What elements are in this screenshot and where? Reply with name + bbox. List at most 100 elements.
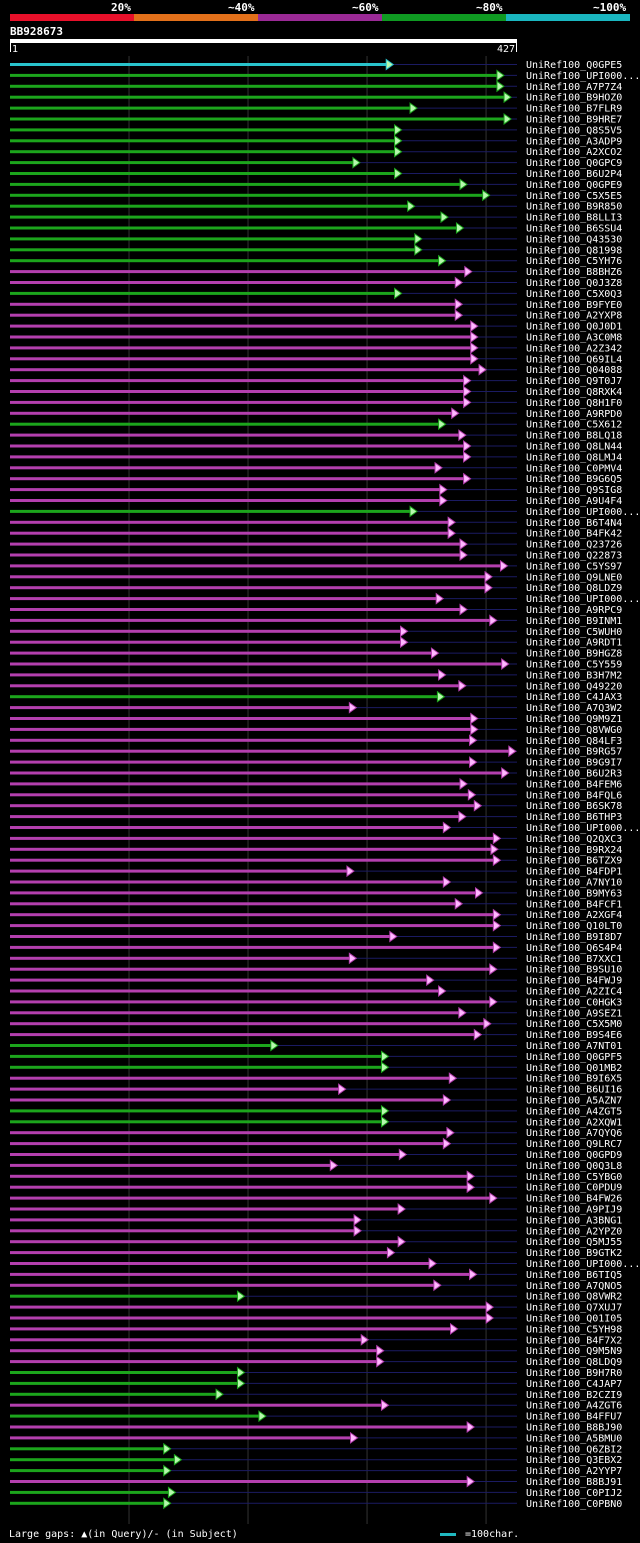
hit-arrow-head (173, 1453, 183, 1466)
hit-label: UniRef100_A5BMU0 (526, 1433, 622, 1444)
hit-label: UniRef100_Q81998 (526, 245, 622, 256)
hit-label: UniRef100_A7QYQ6 (526, 1128, 622, 1139)
hit-arrow-head (492, 919, 502, 932)
hit-label: UniRef100_B6T4N4 (526, 518, 622, 529)
hit-bar (10, 1131, 448, 1135)
hit-label: UniRef100_Q2QXC3 (526, 834, 622, 845)
hit-bar (10, 117, 506, 121)
hit-bar (10, 826, 445, 829)
hit-bar (10, 935, 391, 938)
hit-arrow-head (483, 1017, 492, 1030)
hit-bar (10, 509, 412, 513)
hit-label: UniRef100_B4FK42 (526, 529, 622, 540)
hit-arrow-head (380, 1115, 390, 1128)
hit-arrow-head (338, 1083, 347, 1096)
hit-label: UniRef100_A7NT01 (526, 1041, 622, 1052)
hit-bar (10, 749, 510, 753)
hit-label: UniRef100_Q01MB2 (526, 1063, 622, 1074)
hit-bar (10, 1272, 471, 1276)
hit-label: UniRef100_Q0GPC9 (526, 158, 622, 169)
hit-bar (10, 357, 472, 361)
hit-arrow-head (469, 756, 478, 769)
hit-bar (10, 1185, 469, 1189)
hit-bar (10, 891, 477, 895)
hit-bar (10, 1414, 260, 1418)
hit-bar (10, 1469, 165, 1473)
hit-label: UniRef100_Q3EBX2 (526, 1455, 622, 1466)
hit-bar (10, 368, 481, 372)
hit-bar (10, 793, 470, 797)
hit-arrow-head (407, 200, 416, 213)
hit-label: UniRef100_B8BHZ6 (526, 267, 622, 278)
hit-arrow-head (489, 1192, 498, 1205)
hit-arrow-head (398, 1148, 408, 1161)
hit-label: UniRef100_Q8S5V5 (526, 125, 622, 136)
hit-label: UniRef100_Q01I05 (526, 1314, 622, 1325)
hit-arrow-head (353, 1224, 362, 1237)
hit-bar (10, 1490, 170, 1494)
hit-label: UniRef100_B8BJ90 (526, 1423, 622, 1434)
hit-bar (10, 1371, 239, 1374)
ruler-end-label: 427 (497, 44, 515, 55)
hit-arrow-head (454, 276, 464, 289)
hit-bar (10, 629, 402, 633)
hit-bar (10, 1349, 378, 1353)
hit-arrow-head (463, 385, 472, 398)
hit-label: UniRef100_Q9SIG8 (526, 485, 622, 496)
hit-label: UniRef100_B7FLR9 (526, 104, 622, 115)
hit-label: UniRef100_B4FWJ9 (526, 976, 622, 987)
hit-label: UniRef100_UPI000... (526, 507, 640, 518)
hit-arrow-head (434, 461, 443, 474)
hit-arrow-head (503, 113, 512, 125)
hit-bar (10, 193, 484, 197)
hit-bar (10, 302, 457, 306)
hit-arrow-head (503, 91, 512, 104)
hit-arrow-head (473, 799, 483, 812)
hit-bar (10, 150, 396, 154)
hit-label: UniRef100_Q23726 (526, 540, 622, 551)
hit-label: UniRef100_A2YXP8 (526, 311, 622, 322)
hit-label: UniRef100_A7Q3W2 (526, 703, 622, 714)
hit-arrow-head (438, 985, 447, 997)
hit-bar (10, 1218, 356, 1222)
legend-label-1: 20% (111, 1, 131, 14)
hit-label: UniRef100_B8LQ18 (526, 431, 622, 442)
hit-bar (10, 1458, 176, 1462)
hit-bar (10, 836, 495, 840)
hit-bar (10, 1425, 469, 1429)
hit-bar (10, 1327, 452, 1331)
scale-swatch (440, 1533, 456, 1536)
hit-bar (10, 520, 450, 524)
hit-label: UniRef100_A3ADP9 (526, 136, 622, 147)
legend-color-3 (258, 14, 382, 21)
hit-label: UniRef100_Q8LN44 (526, 442, 622, 453)
hit-label: UniRef100_Q0GPD9 (526, 1150, 622, 1161)
hit-bar (10, 1153, 401, 1156)
hit-bar (10, 1065, 383, 1069)
hit-bar (10, 1316, 488, 1320)
hit-bar (10, 488, 441, 492)
hit-label: UniRef100_B9INM1 (526, 616, 622, 627)
hit-arrow-head (458, 1006, 467, 1019)
hit-arrow-head (501, 658, 510, 670)
hit-bar (10, 1098, 445, 1102)
hit-arrow-head (380, 1061, 390, 1074)
hit-arrow-head (463, 440, 472, 452)
hit-arrow-head (350, 1431, 359, 1444)
hit-bar (10, 1000, 491, 1004)
hit-bar (10, 106, 412, 110)
hit-bar (10, 1262, 431, 1265)
hit-bar (10, 477, 465, 481)
hit-arrow-head (470, 331, 479, 343)
hit-arrow-head (348, 701, 358, 714)
hit-arrow-head (397, 1235, 406, 1248)
hit-label: UniRef100_C4JAP7 (526, 1379, 622, 1390)
hit-arrow-head (485, 1312, 495, 1324)
hit-arrow-head (485, 1301, 495, 1314)
hit-bar (10, 978, 428, 982)
hit-bar (10, 444, 465, 448)
hit-label: UniRef100_A7QNO5 (526, 1281, 622, 1292)
hit-bar (10, 379, 465, 383)
hit-arrow-head (482, 189, 491, 202)
hit-label: UniRef100_C5X0Q3 (526, 289, 622, 300)
